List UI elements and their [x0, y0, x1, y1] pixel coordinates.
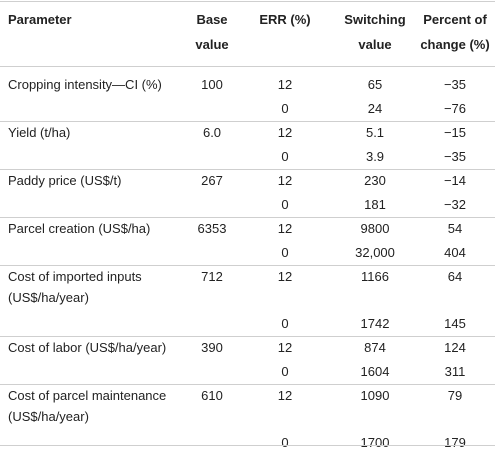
cell: 230 — [364, 173, 386, 188]
base-value: 267 — [201, 173, 223, 188]
cell: 12 — [277, 388, 293, 403]
row-divider — [0, 66, 495, 67]
cell: 65 — [367, 77, 383, 92]
base-value: 712 — [201, 269, 223, 284]
row-divider — [0, 336, 495, 337]
cell: 124 — [444, 340, 466, 355]
cell: −32 — [443, 197, 467, 212]
cell: 0 — [281, 435, 289, 450]
column-header: change (%) — [420, 37, 490, 52]
cell: 1604 — [360, 364, 390, 379]
cell: 0 — [281, 316, 289, 331]
cell: 1742 — [360, 316, 390, 331]
parameter-name: Parcel creation (US$/ha) — [8, 221, 151, 236]
cell: 0 — [281, 197, 289, 212]
cell: 12 — [277, 173, 293, 188]
base-value: 390 — [201, 340, 223, 355]
cell: 24 — [367, 101, 383, 116]
cell: 179 — [444, 435, 466, 450]
cell: 5.1 — [365, 125, 385, 140]
cell: 0 — [281, 245, 289, 260]
cell: 404 — [444, 245, 466, 260]
row-divider — [0, 1, 495, 2]
cell: 12 — [277, 125, 293, 140]
cell: 12 — [277, 221, 293, 236]
parameter-name: Yield (t/ha) — [8, 125, 71, 140]
cell: −76 — [443, 101, 467, 116]
column-header: Parameter — [8, 12, 72, 27]
column-header: value — [195, 37, 229, 52]
column-header: Switching — [344, 12, 406, 27]
cell: 0 — [281, 149, 289, 164]
base-value: 610 — [201, 388, 223, 403]
cell: 12 — [277, 77, 293, 92]
cell: 12 — [277, 269, 293, 284]
cell: 0 — [281, 101, 289, 116]
cell: 79 — [447, 388, 463, 403]
row-divider — [0, 169, 495, 170]
row-divider — [0, 384, 495, 385]
column-header: Percent of — [423, 12, 487, 27]
cell: 1700 — [360, 435, 390, 450]
parameter-name: Cropping intensity—CI (%) — [8, 77, 162, 92]
column-header: Base — [196, 12, 228, 27]
parameter-name: Cost of parcel maintenance — [8, 388, 167, 403]
cell: 145 — [444, 316, 466, 331]
base-value: 6353 — [197, 221, 227, 236]
row-divider — [0, 265, 495, 266]
cell: 12 — [277, 340, 293, 355]
row-divider — [0, 121, 495, 122]
cell: −15 — [443, 125, 467, 140]
row-divider — [0, 217, 495, 218]
cell: −35 — [443, 77, 467, 92]
cell: 1090 — [360, 388, 390, 403]
cell: 1166 — [361, 269, 389, 284]
cell: 3.9 — [365, 149, 385, 164]
cell: −35 — [443, 149, 467, 164]
cell: 32,000 — [355, 245, 395, 260]
cell: 874 — [364, 340, 386, 355]
cell: 311 — [444, 364, 466, 379]
parameter-name: (US$/ha/year) — [8, 409, 89, 424]
cell: −14 — [443, 173, 467, 188]
parameter-name: (US$/ha/year) — [8, 290, 89, 305]
cell: 9800 — [360, 221, 390, 236]
cell: 0 — [281, 364, 289, 379]
cell: 64 — [447, 269, 463, 284]
cell: 181 — [364, 197, 386, 212]
cell: 54 — [447, 221, 463, 236]
parameter-name: Cost of labor (US$/ha/year) — [8, 340, 167, 355]
base-value: 100 — [201, 77, 223, 92]
parameter-name: Cost of imported inputs — [8, 269, 142, 284]
column-header: value — [358, 37, 392, 52]
base-value: 6.0 — [202, 125, 222, 140]
parameter-name: Paddy price (US$/t) — [8, 173, 122, 188]
column-header: ERR (%) — [259, 12, 311, 27]
